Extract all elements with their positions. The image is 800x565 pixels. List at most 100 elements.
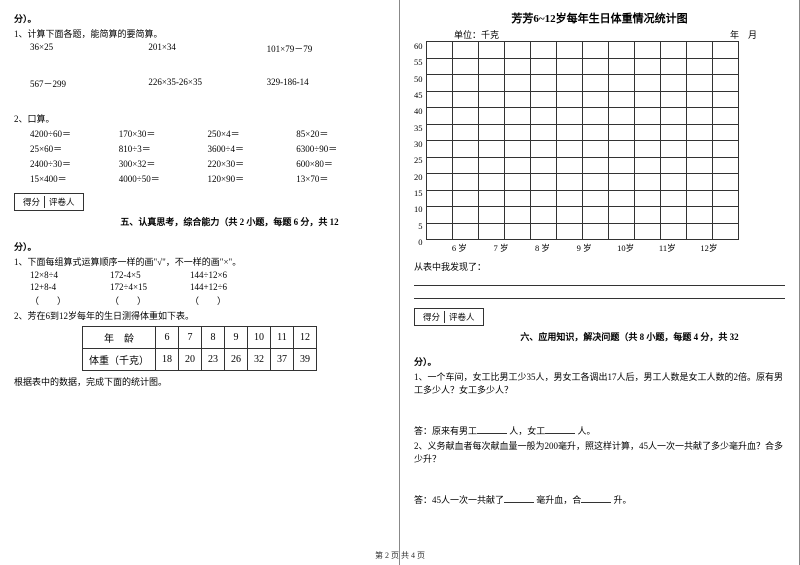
found-label: 从表中我发现了： [414, 260, 785, 273]
q2-title: 2、口算。 [14, 112, 385, 125]
grid-cell [661, 41, 687, 58]
grid-cell [427, 190, 453, 207]
a1-part: 人。 [578, 426, 596, 436]
xtick: 8 岁 [522, 242, 564, 254]
chart-unit: 单位：千克 [454, 28, 499, 41]
grid-cell [531, 173, 557, 190]
grid-cell [557, 223, 583, 240]
grid-cell [479, 41, 505, 58]
table-cell: 23 [202, 349, 225, 371]
grid-cell [687, 157, 713, 174]
grid-cell [609, 223, 635, 240]
grid-cell [609, 190, 635, 207]
grid-cell [609, 91, 635, 108]
table-cell: 26 [225, 349, 248, 371]
left-column: 分）。 1、计算下面各题，能简算的要简算。 36×25 201×34 101×7… [0, 0, 400, 565]
grid-cell [583, 58, 609, 75]
table-cell: 8 [202, 327, 225, 349]
section-continue: 分）。 [14, 12, 385, 25]
grid-cell [453, 74, 479, 91]
grid-cell [453, 41, 479, 58]
grid-cell [479, 58, 505, 75]
section5-end: 分）。 [14, 240, 385, 253]
section6-end: 分）。 [414, 355, 785, 368]
ytick: 50 [414, 74, 423, 84]
grid-cell [531, 41, 557, 58]
ytick: 10 [414, 204, 423, 214]
reviewer-label: 评卷人 [45, 196, 79, 208]
grid-cell [427, 157, 453, 174]
xtick: 11岁 [646, 242, 688, 254]
grid-cell [713, 58, 739, 75]
answer2: 答：45人一次一共献了 毫升血，合 升。 [414, 493, 785, 506]
grid-cell [583, 173, 609, 190]
table-cell: 37 [271, 349, 294, 371]
grid-cell [505, 107, 531, 124]
table-cell: 年 龄 [83, 327, 156, 349]
grid-cell [609, 41, 635, 58]
p1-cell: （ ） [190, 294, 385, 307]
xtick: 9 岁 [563, 242, 605, 254]
table-cell: 10 [248, 327, 271, 349]
grid-cell [687, 74, 713, 91]
grid-cell [713, 107, 739, 124]
grid-cell [531, 124, 557, 141]
x-axis: 6 岁7 岁8 岁9 岁10岁11岁12岁 [426, 242, 739, 254]
ytick: 30 [414, 139, 423, 149]
grid-cell [557, 91, 583, 108]
grid-cell [661, 124, 687, 141]
grid-cell [427, 173, 453, 190]
grid-cell [557, 41, 583, 58]
grid-cell [479, 190, 505, 207]
grid-cell [713, 124, 739, 141]
calc-cell: 567－299 [30, 77, 148, 90]
grid-cell [609, 58, 635, 75]
grid-cell [713, 41, 739, 58]
ytick: 5 [414, 221, 423, 231]
grid-cell [479, 223, 505, 240]
grid-cell [635, 74, 661, 91]
score-box: 得分 评卷人 [414, 308, 484, 326]
answer1: 答：原来有男工 人，女工 人。 [414, 424, 785, 437]
grid-cell [687, 190, 713, 207]
ytick: 20 [414, 172, 423, 182]
grid-cell [557, 58, 583, 75]
grid-cell [505, 41, 531, 58]
calc-cell: 25×60＝ [30, 142, 119, 155]
grid-cell [505, 58, 531, 75]
grid-cell [453, 124, 479, 141]
ytick: 0 [414, 237, 423, 247]
table-cell: 12 [294, 327, 317, 349]
grid-cell [687, 107, 713, 124]
grid-cell [479, 140, 505, 157]
grid-cell [531, 58, 557, 75]
grid-cell [531, 190, 557, 207]
grid-cell [427, 140, 453, 157]
grid-cell [453, 223, 479, 240]
grid-cell [453, 58, 479, 75]
table-cell: 体重（千克） [83, 349, 156, 371]
grid-cell [453, 190, 479, 207]
ytick: 35 [414, 123, 423, 133]
p1-cell: 172÷4×15 [110, 282, 190, 292]
p1-title: 1、下面每组算式运算顺序一样的画"√"，不一样的画"×"。 [14, 255, 385, 268]
p1-r2: 12+8-4 172÷4×15 144+12÷6 [14, 282, 385, 292]
question1: 1、一个车间，女工比男工少35人，男女工各调出17人后，男工人数是女工人数的2倍… [414, 370, 785, 396]
p1-r3: （ ） （ ） （ ） [14, 294, 385, 307]
table-data-row: 体重（千克）18202326323739 [83, 349, 317, 371]
grid-cell [505, 74, 531, 91]
grid-cell [583, 140, 609, 157]
p1-cell: （ ） [110, 294, 190, 307]
xtick: 7 岁 [480, 242, 522, 254]
calc-cell: 220×30＝ [208, 157, 297, 170]
grid-cell [713, 190, 739, 207]
a1-part: 人，女工 [509, 426, 545, 436]
calc-cell: 120×90＝ [208, 172, 297, 185]
blank-line [414, 289, 785, 299]
grid-cell [557, 173, 583, 190]
a2-part: 升。 [614, 495, 632, 505]
grid-cell [661, 91, 687, 108]
grid-cell [687, 206, 713, 223]
grid-cell [609, 74, 635, 91]
table-cell: 18 [156, 349, 179, 371]
